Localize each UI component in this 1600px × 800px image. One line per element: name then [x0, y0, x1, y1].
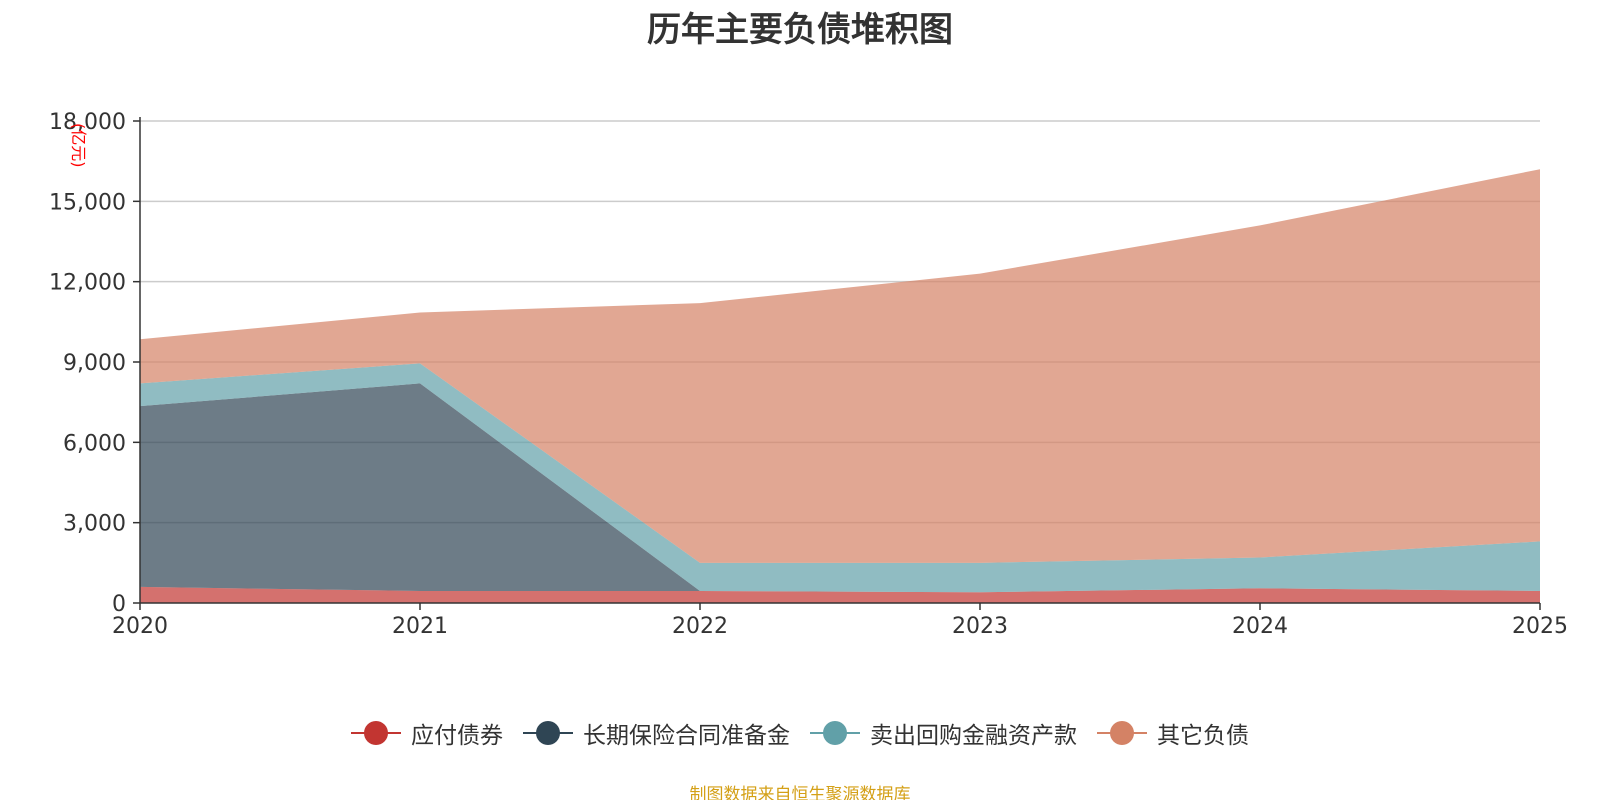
legend-item[interactable]: 卖出回购金融资产款 [810, 716, 1077, 750]
legend-label: 卖出回购金融资产款 [870, 723, 1077, 749]
x-tick-label: 2024 [1232, 614, 1288, 639]
legend-marker-dot [823, 721, 847, 745]
legend-marker [810, 720, 860, 746]
y-tick-label: 3,000 [63, 512, 126, 537]
axis-layer: 0 3,000 6,000 9,000 12,000 15,000 18,000 2020 20… [49, 110, 1568, 639]
y-tick-label: 18,000 [49, 110, 126, 135]
legend-marker-dot [536, 721, 560, 745]
legend-marker [523, 720, 573, 746]
chart-title: 历年主要负债堆积图 [647, 10, 953, 50]
y-tick-label: 12,000 [49, 271, 126, 296]
area-series-2 [140, 363, 1540, 593]
x-tick-label: 2020 [112, 614, 168, 639]
y-tick-label: 15,000 [49, 190, 126, 215]
legend: 应付债券 长期保险合同准备金 卖出回购金融资产款 其它负债 [0, 716, 1600, 750]
legend-marker [1097, 720, 1147, 746]
legend-item[interactable]: 长期保险合同准备金 [523, 716, 790, 750]
y-tick-label: 0 [112, 592, 126, 617]
area-series-1 [140, 383, 1540, 593]
legend-label: 长期保险合同准备金 [583, 723, 790, 749]
legend-item[interactable]: 应付债券 [351, 716, 503, 750]
y-tick-label: 6,000 [63, 431, 126, 456]
legend-item[interactable]: 其它负债 [1097, 716, 1249, 750]
y-unit-label: (亿元) [69, 123, 88, 168]
legend-label: 应付债券 [411, 723, 503, 749]
x-tick-label: 2021 [392, 614, 448, 639]
area-series-3 [140, 169, 1540, 563]
y-tick-label: 9,000 [63, 351, 126, 376]
legend-marker-dot [1110, 721, 1134, 745]
legend-marker-dot [364, 721, 388, 745]
x-tick-label: 2025 [1512, 614, 1568, 639]
legend-label: 其它负债 [1157, 723, 1249, 749]
legend-marker [351, 720, 401, 746]
area-layer [140, 169, 1540, 603]
source-note: 制图数据来自恒生聚源数据库 [689, 785, 911, 800]
x-tick-label: 2022 [672, 614, 728, 639]
x-tick-label: 2023 [952, 614, 1008, 639]
